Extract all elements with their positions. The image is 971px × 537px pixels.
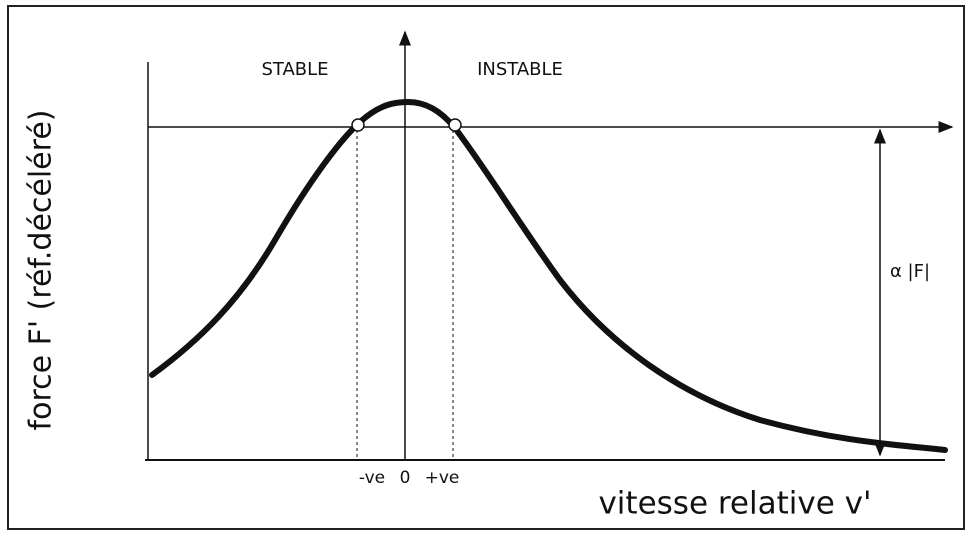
tick-label: -ve	[359, 468, 385, 488]
instable-label: INSTABLE	[477, 59, 563, 80]
x-axis-label: vitesse relative v'	[598, 486, 871, 522]
y-axis-label: force F' (réf.décéléré)	[24, 110, 59, 431]
equilibrium-point	[351, 118, 365, 132]
frame	[7, 5, 965, 530]
tick-label: 0	[400, 468, 411, 488]
force-gap-label: α |F|	[890, 261, 930, 282]
force-curve	[149, 98, 948, 453]
tick-label: +ve	[425, 468, 460, 488]
stable-label: STABLE	[261, 59, 328, 80]
equilibrium-point	[448, 118, 462, 132]
